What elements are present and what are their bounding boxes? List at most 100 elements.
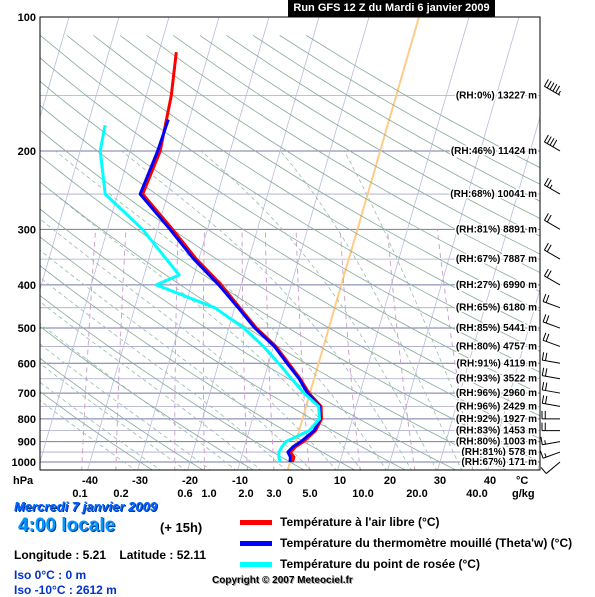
wind-barb-half-feather: [558, 91, 560, 94]
height-label: (RH:85%) 5441 m: [456, 323, 537, 334]
wind-barb-staff: [544, 86, 560, 95]
wind-barb-feather: [556, 86, 560, 93]
wind-barb-staff: [544, 185, 560, 194]
wind-barb-staff: [542, 390, 560, 393]
wind-barb-feather: [544, 269, 548, 276]
mixing-ratio-tick-label: 40.0: [466, 488, 487, 500]
dry-adiabat: [0, 35, 256, 471]
temp-tick-label: -30: [132, 475, 148, 487]
wind-barb: [543, 314, 560, 328]
mixing-ratio-tick-label: 5.0: [302, 488, 317, 500]
wind-barb-feather: [542, 395, 543, 403]
legend-label: Température du thermomètre mouillé (Thet…: [280, 536, 572, 550]
wind-barb-staff: [544, 220, 560, 229]
height-label: (RH:80%) 1003 m: [456, 437, 537, 448]
wind-barb-feather: [542, 368, 543, 376]
wind-barb: [543, 294, 560, 308]
wind-barb-feather: [546, 315, 549, 323]
pressure-tick-label: 400: [18, 280, 36, 292]
height-label: (RH:65%) 6180 m: [456, 303, 537, 314]
wind-barb-feather: [545, 396, 546, 404]
temp-tick-label: 0: [287, 475, 293, 487]
wind-barb-feather: [545, 353, 546, 361]
copyright: Copyright © 2007 Meteociel.fr: [212, 575, 353, 586]
mixing-ratio-tick-label: 2.0: [238, 488, 253, 500]
mixing-ratio-tick-label: 10.0: [352, 488, 373, 500]
wind-barb: [544, 79, 560, 95]
isotherm: [37, 17, 169, 471]
wind-barb-feather: [544, 135, 548, 142]
wind-barb-feather: [544, 243, 548, 250]
height-label: (RH:81%) 8891 m: [456, 224, 537, 235]
height-label: (RH:80%) 4757 m: [456, 341, 537, 352]
wind-barb-feather: [545, 383, 546, 391]
pressure-tick-label: 300: [18, 224, 36, 236]
wind-barb-feather: [544, 178, 548, 185]
pressure-tick-label: 900: [18, 437, 36, 449]
legend-dew-point: Température du point de rosée (°C): [240, 557, 480, 571]
mixing-ratio-tick-label: 1.0: [201, 488, 216, 500]
temp-tick-label: 30: [434, 475, 446, 487]
mixing-ratio-tick-label: 3.0: [266, 488, 281, 500]
wind-barb-feather: [546, 295, 549, 303]
pressure-tick-label: 500: [18, 323, 36, 335]
pressure-tick-label: 200: [18, 146, 36, 158]
isotherm: [137, 17, 269, 471]
pressure-tick-label: 600: [18, 358, 36, 370]
legend-air-temp: Température à l'air libre (°C): [240, 515, 439, 529]
pressure-tick-label: 700: [18, 388, 36, 400]
wind-barb: [542, 423, 560, 431]
wind-barb: [544, 135, 560, 151]
wind-barb-half-feather: [550, 185, 552, 188]
wind-barb-feather: [547, 81, 551, 88]
temp-tick-label: 40: [484, 475, 496, 487]
wind-barb-half-feather: [545, 453, 546, 457]
wind-barb: [544, 213, 560, 229]
wind-barb-feather: [547, 245, 551, 252]
height-label: (RH:96%) 2960 m: [456, 388, 537, 399]
height-label: (RH:67%) 171 m: [461, 457, 537, 468]
mixing-ratio-line: [82, 229, 96, 471]
wind-barb-staff: [543, 322, 560, 328]
wind-barb-staff: [546, 462, 560, 474]
height-label: (RH:0%) 13227 m: [456, 90, 537, 101]
wind-barb: [544, 269, 560, 285]
height-label: (RH:27%) 6990 m: [456, 280, 537, 291]
legend-swatch-cyan: [240, 562, 272, 567]
isotherm: [0, 17, 19, 471]
wind-barb: [541, 462, 560, 474]
forecast-hour: 4:00 locale: [18, 515, 115, 537]
temp-tick-label: -10: [232, 475, 248, 487]
wind-barb-staff: [542, 403, 560, 406]
wind-barb-feather: [547, 137, 551, 144]
height-label: (RH:93%) 3522 m: [456, 374, 537, 385]
wind-barb-staff: [543, 302, 560, 308]
wind-barb: [542, 395, 560, 406]
mixing-ratio-line: [116, 229, 126, 471]
dry-adiabat: [0, 35, 205, 471]
isotherm: [0, 17, 69, 471]
height-label: (RH:83%) 1453 m: [456, 426, 537, 437]
wind-barb-staff: [543, 340, 560, 346]
forecast-date: Mercredi 7 janvier 2009: [14, 499, 157, 514]
dry-adiabat: [0, 35, 509, 471]
mixing-ratio-unit: g/kg: [512, 488, 535, 500]
wind-barb-feather: [541, 437, 542, 445]
wind-barb: [540, 451, 560, 459]
isotherm: [337, 17, 469, 471]
latitude: Latitude : 52.11: [119, 548, 206, 562]
wind-barb-half-feather: [545, 440, 546, 444]
wind-barb-feather: [543, 333, 546, 341]
wind-barb: [542, 382, 560, 393]
wind-barb-staff: [544, 276, 560, 285]
height-label: (RH:91%) 4119 m: [456, 358, 537, 369]
dry-adiabat: [0, 35, 307, 471]
pressure-tick-label: 800: [18, 414, 36, 426]
legend-wet-bulb: Température du thermomètre mouillé (Thet…: [240, 536, 572, 550]
dew-point-line: [100, 125, 319, 462]
run-title: Run GFS 12 Z du Mardi 6 janvier 2009: [288, 0, 495, 17]
iso-zero: Iso 0°C : 0 m: [14, 568, 86, 582]
mixing-ratio-tick-label: 20.0: [406, 488, 427, 500]
wind-barb-feather: [543, 314, 546, 322]
temp-tick-label: -40: [82, 475, 98, 487]
